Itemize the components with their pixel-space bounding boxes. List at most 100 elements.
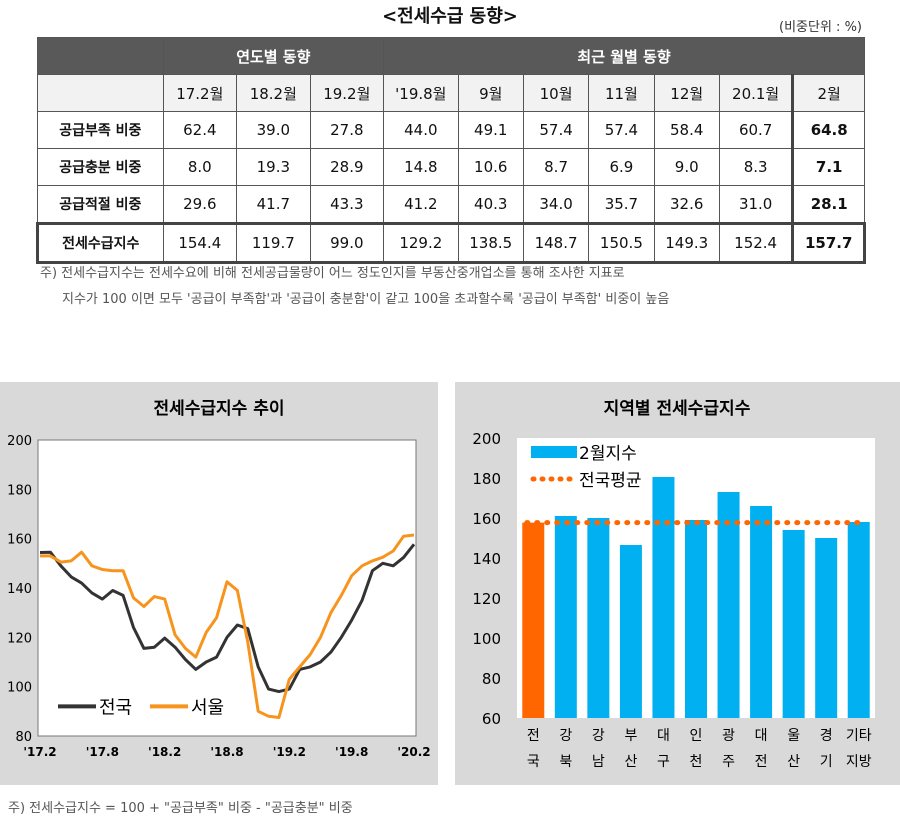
table-cell: 49.1 <box>457 111 524 149</box>
legend-label-nation: 전국 <box>99 697 132 718</box>
footnote: 주) 전세수급지수 = 100 + "공급부족" 비중 - "공급충분" 비중 <box>8 801 353 816</box>
x-tick-label-bottom: 국 <box>527 754 540 770</box>
y-tick-label: 60 <box>482 710 501 728</box>
column-header: 9월 <box>457 74 524 112</box>
x-tick-label-bottom: 기 <box>820 754 833 770</box>
x-tick-label-top: 광 <box>722 728 735 744</box>
y-tick-label: 180 <box>472 470 501 488</box>
line-chart-panel: 전세수급지수 추이 80 100 120 140 160 180 200 '17.2 '17.8 '… <box>0 382 438 785</box>
table-row: 공급부족 비중 62.4 39.0 27.8 44.0 49.1 57.4 57.4 58.4 6… <box>37 111 865 149</box>
legend-label-seoul: 서울 <box>191 697 224 718</box>
row-label: 전세수급지수 <box>36 222 164 264</box>
table-cell: 58.4 <box>653 111 720 149</box>
table-cell: 29.6 <box>162 185 238 224</box>
table-cell: 28.9 <box>309 148 385 186</box>
bar-chart: 지역별 전세수급지수6080100120140160180200전국강북강남부산… <box>472 399 875 770</box>
table-cell: 39.0 <box>236 111 311 149</box>
x-tick-label: '17.8 <box>86 745 119 759</box>
table-cell: 119.7 <box>236 222 311 264</box>
y-tick-label: 100 <box>472 630 501 648</box>
y-tick-label: 120 <box>472 590 501 608</box>
table-corner-sub <box>37 74 164 112</box>
table-cell: 41.2 <box>383 185 459 224</box>
chart-title: 전세수급지수 추이 <box>153 399 284 419</box>
y-tick-label: 80 <box>482 670 501 688</box>
x-tick-label-top: 울 <box>787 728 800 744</box>
bar-부산 <box>619 545 642 718</box>
x-tick-label-bottom: 전 <box>755 754 768 770</box>
table-row: 공급적절 비중 29.6 41.7 43.3 41.2 40.3 34.0 35.7 32.6 3… <box>37 185 865 224</box>
column-header: 10월 <box>522 74 590 112</box>
column-header: 20.1월 <box>718 74 794 112</box>
line-chart: 전세수급지수 추이 80 100 120 140 160 180 200 '17.2 '17.8 '… <box>7 399 430 759</box>
table-cell: 10.6 <box>457 148 524 186</box>
page-title: <전세수급 동향> <box>382 6 518 27</box>
y-tick-label: 120 <box>7 631 32 646</box>
table-row: 전세수급지수 154.4 119.7 99.0 129.2 138.5 148.7 150.5… <box>36 222 866 264</box>
x-tick-label-bottom: 주 <box>722 754 735 770</box>
x-tick-label: '20.2 <box>397 745 430 759</box>
bar-강남 <box>587 518 610 718</box>
y-tick-label: 200 <box>472 430 501 448</box>
bar-광주 <box>717 492 740 718</box>
table-cell: 148.7 <box>522 222 590 264</box>
bar-인천 <box>685 520 707 718</box>
column-header: 12월 <box>653 74 720 112</box>
column-header: 2월 <box>791 74 865 112</box>
table-cell: 64.8 <box>791 111 865 149</box>
table-cell: 99.0 <box>309 222 385 264</box>
x-tick-label-top: 대 <box>657 728 670 744</box>
x-tick-label: '18.8 <box>210 745 243 759</box>
table-cell: 60.7 <box>718 111 794 149</box>
table-cell: 34.0 <box>522 185 590 224</box>
bar-경기 <box>815 538 838 718</box>
table-cell: 57.4 <box>522 111 590 149</box>
y-tick-label: 100 <box>7 681 32 696</box>
x-tick-label: '18.2 <box>148 745 181 759</box>
table-cell: 154.4 <box>162 222 238 264</box>
table-cell: 41.7 <box>236 185 311 224</box>
table-cell: 14.8 <box>383 148 459 186</box>
x-tick-label-top: 경 <box>820 728 833 744</box>
table-group-header-row: 연도별 동향 최근 월별 동향 <box>37 37 865 75</box>
table-cell: 62.4 <box>162 111 238 149</box>
bar-강북 <box>554 516 577 718</box>
series-line-서울 <box>40 533 415 719</box>
y-tick-label: 140 <box>472 550 501 568</box>
supply-demand-table: 연도별 동향 최근 월별 동향 17.2월 18.2월 19.2월 '19.8월 9월 1… <box>36 37 866 264</box>
column-header: 11월 <box>588 74 655 112</box>
table-cell: 43.3 <box>309 185 385 224</box>
table-cell: 138.5 <box>457 222 524 264</box>
table-cell: 9.0 <box>653 148 720 186</box>
table-cell: 19.3 <box>236 148 311 186</box>
group-header-yearly: 연도별 동향 <box>162 37 385 75</box>
row-label: 공급충분 비중 <box>37 148 164 186</box>
table-cell: 6.9 <box>588 148 655 186</box>
table-cell: 157.7 <box>791 222 866 264</box>
legend-label-bar: 2월지수 <box>579 444 637 464</box>
x-tick-label-top: 인 <box>690 728 703 744</box>
table-cell: 8.0 <box>162 148 238 186</box>
table-cell: 28.1 <box>791 185 865 224</box>
table-column-header-row: 17.2월 18.2월 19.2월 '19.8월 9월 10월 11월 12월 20.1월 2월 <box>37 74 865 112</box>
table-cell: 7.1 <box>791 148 865 186</box>
table-cell: 31.0 <box>718 185 794 224</box>
table-corner <box>37 37 164 75</box>
x-tick-label-top: 기타 <box>846 728 872 744</box>
bar-전국 <box>522 522 545 718</box>
y-tick-label: 80 <box>15 730 32 745</box>
note-line-1: 주) 전세수급지수는 전세수요에 비해 전세공급물량이 어느 정도인지를 부동산… <box>40 266 625 281</box>
column-header: 17.2월 <box>162 74 238 112</box>
x-tick-label-bottom: 산 <box>624 754 637 770</box>
table-cell: 8.3 <box>718 148 794 186</box>
bar-대구 <box>652 477 675 718</box>
table-cell: 150.5 <box>588 222 655 264</box>
bar-기타지방 <box>847 522 870 718</box>
table-cell: 57.4 <box>588 111 655 149</box>
x-tick-label-bottom: 남 <box>592 754 605 770</box>
x-tick-label-top: 부 <box>624 728 637 744</box>
unit-note: (비중단위 : %) <box>779 20 862 35</box>
table-cell: 32.6 <box>653 185 720 224</box>
bar-대전 <box>750 506 773 718</box>
x-tick-label: '19.8 <box>335 745 368 759</box>
